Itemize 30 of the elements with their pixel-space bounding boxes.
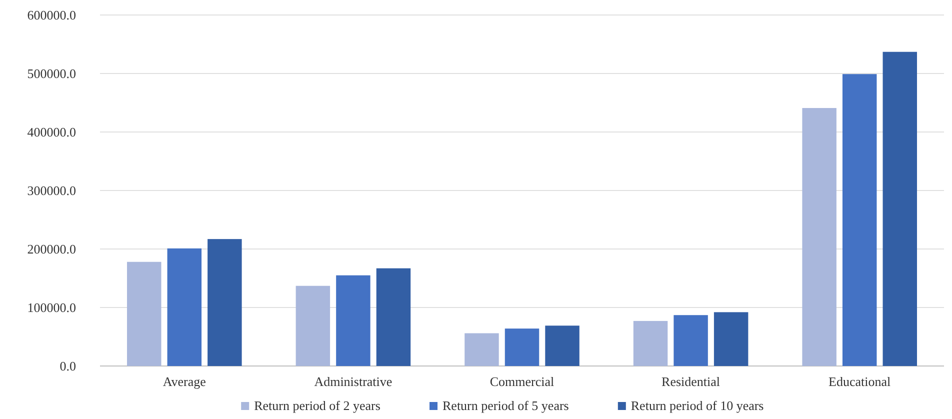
bar	[633, 320, 668, 366]
bar	[376, 268, 411, 366]
x-tick-label: Residential	[662, 374, 720, 389]
bar	[208, 239, 242, 366]
y-tick-label: 500000.0	[27, 66, 76, 82]
x-tick-label: Educational	[828, 374, 892, 389]
bar	[545, 326, 580, 366]
legend-label: Return period of 2 years	[254, 398, 380, 413]
y-tick-label: 0.0	[60, 358, 76, 374]
y-tick-label: 600000.0	[27, 8, 76, 23]
legend-label: Return period of 10 years	[630, 398, 764, 413]
bar	[464, 333, 499, 366]
y-tick-label: 300000.0	[27, 183, 76, 198]
bar	[504, 328, 540, 366]
bar	[127, 262, 162, 366]
bar	[167, 248, 202, 366]
x-tick-label: Average	[162, 374, 206, 389]
bar	[674, 315, 708, 366]
bar	[882, 52, 917, 366]
y-tick-label: 200000.0	[27, 242, 76, 257]
legend-label: Return period of 5 years	[442, 398, 569, 413]
bar	[714, 312, 748, 366]
x-tick-label: Administrative	[314, 374, 392, 389]
bar	[296, 286, 330, 366]
bar	[336, 275, 370, 366]
bar	[842, 74, 877, 366]
bar	[802, 108, 836, 366]
x-tick-label: Commercial	[490, 374, 555, 389]
y-tick-label: 100000.0	[27, 300, 76, 316]
y-tick-label: 400000.0	[27, 124, 76, 140]
